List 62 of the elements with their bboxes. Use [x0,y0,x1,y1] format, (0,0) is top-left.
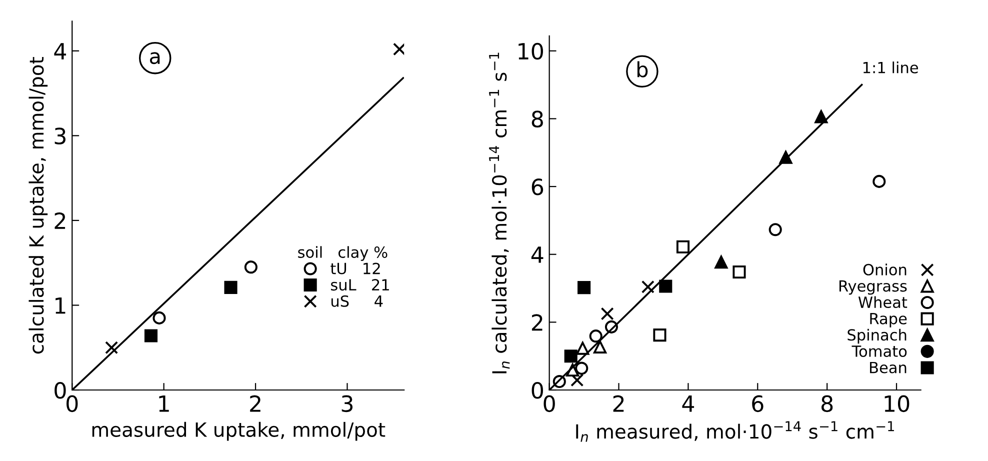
point [814,110,828,124]
y-tick-label: 6 [532,178,544,196]
legend-label: Tomato [852,346,907,357]
x-tick-label: 4 [682,396,694,412]
annotation: a [150,52,160,64]
point [732,265,746,279]
point [224,280,238,294]
x-tick-label: 6 [752,395,764,412]
point [659,280,672,293]
point [392,42,404,56]
y-tick-label: 2 [532,314,542,331]
x-axis-title: I$_{n}$ measured, mol·10$^{−14}$ s$^{−1}$ cm$^{−1}$ [576,421,894,442]
point [144,329,158,342]
y-axis-title: I$_{n}$ calculated, mol·10$^{−14}$ cm$^{−1}$ s$^{−1}$ [489,52,510,374]
point [768,223,782,236]
point [872,174,886,188]
series-label: 1:1 line [863,62,918,74]
x-tick-label: 2 [250,395,260,412]
point [578,281,591,294]
point [105,341,118,354]
y-tick-label: 8 [532,110,543,128]
y-axis-title: calculated K uptake, mmol/pot [28,57,48,354]
legend-label: Ryegrass [839,280,907,295]
point [576,342,590,355]
x-tick-label: 8 [822,395,833,412]
y-tick-label: 2 [54,212,66,229]
y-tick-label: 1 [56,297,66,314]
point [676,240,690,254]
x-tick-label: 10 [884,395,910,412]
y-tick-label: 0 [54,382,66,399]
x-tick-label: 0 [66,395,78,412]
point [600,307,614,320]
legend-label: Spinach [848,328,906,344]
point [570,374,584,387]
y-tick-label: 10 [518,42,543,60]
y-tick-label: 0 [532,382,543,399]
legend-label: Onion [863,264,906,276]
y-tick-label: 3 [54,128,66,144]
point [589,330,602,343]
y-tick-label: 4 [531,246,544,263]
legend-label: Bean [870,362,906,374]
legend-label: Wheat [858,296,908,308]
x-tick-label: 0 [544,395,555,412]
point [653,328,666,342]
legend-title: soil clay % [298,246,388,261]
point [152,311,166,324]
point [564,350,578,363]
x-tick-label: 2 [613,395,624,412]
point [244,260,258,274]
point [641,280,654,294]
x-tick-label: 3 [342,395,353,412]
point [593,340,607,354]
x-tick-label: 1 [159,396,169,412]
legend-label: suL 21 [331,279,389,291]
point [714,256,728,269]
x-axis-title: measured K uptake, mmol/pot [92,422,386,441]
legend-label: tU 12 [330,262,380,274]
y-tick-label: 4 [54,43,66,60]
annotation: b [637,61,648,78]
point [575,362,588,375]
legend-label: Rape [870,313,907,328]
legend-label: uS 4 [331,295,383,307]
